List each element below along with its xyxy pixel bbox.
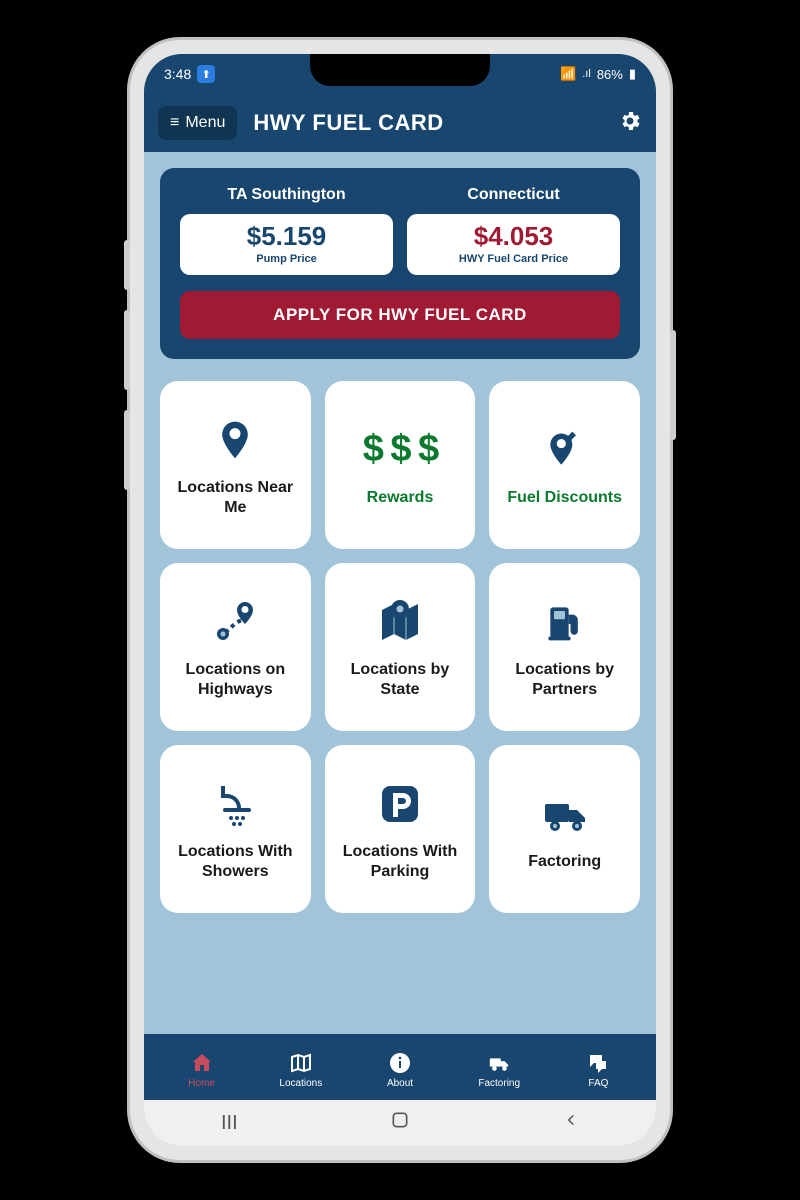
- nav-label: FAQ: [588, 1078, 608, 1089]
- tile-label: Factoring: [528, 852, 601, 872]
- nav-about[interactable]: About: [350, 1050, 449, 1089]
- nav-label: About: [387, 1078, 413, 1089]
- phone-side-button: [124, 410, 130, 490]
- tile-label: Locations by State: [333, 660, 468, 700]
- back-button[interactable]: [541, 1111, 601, 1135]
- tile-route[interactable]: Locations on Highways: [160, 563, 311, 731]
- phone-side-button: [124, 310, 130, 390]
- tile-label: Fuel Discounts: [507, 488, 622, 508]
- gear-icon: [618, 109, 642, 133]
- truck-icon: [539, 786, 591, 842]
- home-icon: [190, 1050, 214, 1076]
- recent-apps-button[interactable]: III: [199, 1112, 259, 1135]
- apply-button[interactable]: APPLY FOR HWY FUEL CARD: [180, 291, 620, 339]
- tile-pin-edit[interactable]: Fuel Discounts: [489, 381, 640, 549]
- phone-side-button: [124, 240, 130, 290]
- tile-truck[interactable]: Factoring: [489, 745, 640, 913]
- map-icon: [289, 1050, 313, 1076]
- pin-edit-icon: [543, 422, 587, 478]
- home-button[interactable]: [370, 1110, 430, 1136]
- status-time: 3:48: [164, 66, 191, 82]
- phone-side-button: [670, 330, 676, 440]
- tile-label: Locations Near Me: [168, 478, 303, 518]
- pump-price-box: $5.159 Pump Price: [180, 214, 393, 275]
- nav-label: Factoring: [478, 1078, 520, 1089]
- battery-icon: ▮: [629, 66, 636, 82]
- card-price-box: $4.053 HWY Fuel Card Price: [407, 214, 620, 275]
- system-nav: III: [144, 1100, 656, 1146]
- chat-icon: [586, 1050, 610, 1076]
- apply-label: APPLY FOR HWY FUEL CARD: [273, 305, 527, 324]
- tile-dollars[interactable]: $ $ $ Rewards: [325, 381, 476, 549]
- hamburger-icon: ≡: [170, 114, 179, 132]
- content-area: TA Southington Connecticut $5.159 Pump P…: [144, 152, 656, 1034]
- tile-gas-pump[interactable]: Locations by Partners: [489, 563, 640, 731]
- tile-label: Locations With Parking: [333, 842, 468, 882]
- pump-price-sub: Pump Price: [186, 253, 387, 265]
- tile-label: Locations on Highways: [168, 660, 303, 700]
- battery-text: 86%: [597, 67, 623, 82]
- truck-small-icon: [486, 1050, 512, 1076]
- notch: [310, 54, 490, 86]
- tile-label: Rewards: [367, 488, 434, 508]
- nav-label: Home: [188, 1078, 215, 1089]
- parking-icon: [376, 776, 424, 832]
- nav-home[interactable]: Home: [152, 1050, 251, 1089]
- nav-factoring[interactable]: Factoring: [450, 1050, 549, 1089]
- bottom-nav: Home Locations About Factoring FAQ: [144, 1034, 656, 1100]
- menu-button[interactable]: ≡ Menu: [158, 106, 237, 140]
- nav-faq[interactable]: FAQ: [549, 1050, 648, 1089]
- state-label: Connecticut: [407, 186, 620, 204]
- tile-grid: Locations Near Me $ $ $ Rewards Fuel Discou…: [160, 381, 640, 913]
- settings-button[interactable]: [618, 109, 642, 138]
- shower-icon: [211, 776, 259, 832]
- price-card: TA Southington Connecticut $5.159 Pump P…: [160, 168, 640, 359]
- gas-pump-icon: [543, 594, 587, 650]
- menu-label: Menu: [185, 114, 225, 132]
- map-pin-icon: [376, 594, 424, 650]
- tile-parking[interactable]: Locations With Parking: [325, 745, 476, 913]
- tile-label: Locations by Partners: [497, 660, 632, 700]
- status-app-icon: ⬆: [197, 65, 215, 83]
- pin-icon: [213, 412, 257, 468]
- tile-map-pin[interactable]: Locations by State: [325, 563, 476, 731]
- tile-pin[interactable]: Locations Near Me: [160, 381, 311, 549]
- signal-icon: 📶: [560, 66, 576, 82]
- pump-price: $5.159: [186, 222, 387, 251]
- card-price: $4.053: [413, 222, 614, 251]
- app-header: ≡ Menu HWY FUEL CARD: [144, 94, 656, 152]
- nav-label: Locations: [279, 1078, 322, 1089]
- location-label: TA Southington: [180, 186, 393, 204]
- dollars-icon: $ $ $: [363, 422, 438, 478]
- tile-label: Locations With Showers: [168, 842, 303, 882]
- card-price-sub: HWY Fuel Card Price: [413, 253, 614, 265]
- route-icon: [211, 594, 259, 650]
- wifi-icon: .ıl: [582, 68, 591, 80]
- app-title: HWY FUEL CARD: [249, 110, 606, 136]
- tile-shower[interactable]: Locations With Showers: [160, 745, 311, 913]
- screen: 3:48 ⬆ 📶 .ıl 86% ▮ ≡ Menu HWY FUEL CARD: [144, 54, 656, 1146]
- info-icon: [388, 1050, 412, 1076]
- phone-frame: 3:48 ⬆ 📶 .ıl 86% ▮ ≡ Menu HWY FUEL CARD: [130, 40, 670, 1160]
- nav-locations[interactable]: Locations: [251, 1050, 350, 1089]
